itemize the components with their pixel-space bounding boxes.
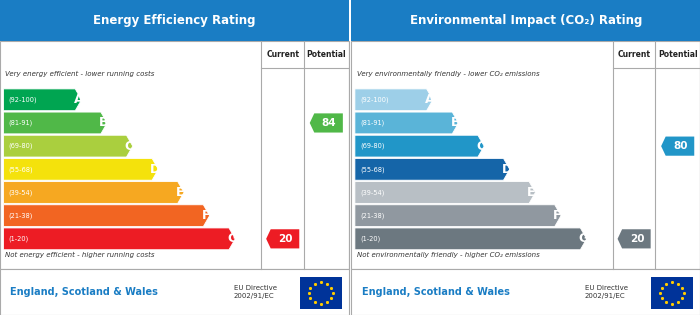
Text: F: F: [553, 209, 561, 222]
Text: England, Scotland & Wales: England, Scotland & Wales: [10, 287, 158, 297]
Polygon shape: [4, 112, 107, 134]
Bar: [0, 41, 349, 269]
Text: Potential: Potential: [307, 50, 346, 59]
Bar: [0, 269, 349, 315]
Text: Very energy efficient - lower running costs: Very energy efficient - lower running co…: [5, 71, 155, 77]
Text: (55-68): (55-68): [8, 166, 34, 173]
Text: 20: 20: [630, 234, 644, 244]
Polygon shape: [4, 228, 235, 250]
Bar: [351, 269, 700, 315]
Polygon shape: [4, 181, 184, 203]
Bar: [0, 0, 349, 41]
Polygon shape: [309, 113, 343, 133]
Text: (39-54): (39-54): [8, 189, 33, 196]
Polygon shape: [355, 181, 536, 203]
Text: (92-100): (92-100): [8, 96, 37, 103]
Text: B: B: [451, 117, 460, 129]
Text: C: C: [125, 140, 134, 153]
Text: A: A: [425, 93, 435, 106]
Text: G: G: [579, 232, 589, 245]
Text: (21-38): (21-38): [8, 212, 33, 219]
Text: Energy Efficiency Rating: Energy Efficiency Rating: [93, 14, 256, 27]
Text: F: F: [202, 209, 210, 222]
Text: Not energy efficient - higher running costs: Not energy efficient - higher running co…: [5, 252, 155, 258]
Text: (81-91): (81-91): [8, 120, 33, 126]
Polygon shape: [617, 229, 651, 249]
Text: G: G: [228, 232, 237, 245]
Text: (1-20): (1-20): [360, 236, 380, 242]
Bar: [351, 41, 700, 269]
Text: (69-80): (69-80): [360, 143, 384, 149]
Text: E: E: [176, 186, 185, 199]
Text: Potential: Potential: [658, 50, 697, 59]
Text: Very environmentally friendly - lower CO₂ emissions: Very environmentally friendly - lower CO…: [356, 71, 539, 77]
Polygon shape: [355, 89, 433, 111]
Text: D: D: [502, 163, 512, 176]
Polygon shape: [355, 135, 484, 157]
Text: (39-54): (39-54): [360, 189, 384, 196]
Text: Current: Current: [266, 50, 299, 59]
Text: Not environmentally friendly - higher CO₂ emissions: Not environmentally friendly - higher CO…: [356, 252, 540, 258]
Text: (1-20): (1-20): [8, 236, 29, 242]
Text: 20: 20: [279, 234, 293, 244]
Polygon shape: [4, 135, 133, 157]
Text: Environmental Impact (CO₂) Rating: Environmental Impact (CO₂) Rating: [410, 14, 642, 27]
Polygon shape: [355, 112, 458, 134]
Text: B: B: [99, 117, 108, 129]
Text: Current: Current: [617, 50, 650, 59]
Polygon shape: [4, 158, 158, 180]
Text: (92-100): (92-100): [360, 96, 389, 103]
Polygon shape: [355, 205, 561, 226]
Text: C: C: [476, 140, 485, 153]
Text: EU Directive
2002/91/EC: EU Directive 2002/91/EC: [585, 285, 628, 299]
Text: A: A: [74, 93, 83, 106]
Text: E: E: [527, 186, 536, 199]
Text: (55-68): (55-68): [360, 166, 385, 173]
Polygon shape: [355, 228, 587, 250]
Text: 84: 84: [322, 118, 337, 128]
Text: (21-38): (21-38): [360, 212, 384, 219]
Polygon shape: [661, 136, 694, 156]
Polygon shape: [355, 158, 510, 180]
Bar: [300, 277, 342, 309]
Text: 80: 80: [673, 141, 687, 151]
Text: EU Directive
2002/91/EC: EU Directive 2002/91/EC: [234, 285, 276, 299]
Polygon shape: [4, 205, 209, 226]
Polygon shape: [4, 89, 81, 111]
Text: D: D: [150, 163, 160, 176]
Polygon shape: [266, 229, 300, 249]
Text: (69-80): (69-80): [8, 143, 33, 149]
Bar: [351, 0, 700, 41]
Text: England, Scotland & Wales: England, Scotland & Wales: [362, 287, 510, 297]
Bar: [651, 277, 693, 309]
Text: (81-91): (81-91): [360, 120, 384, 126]
